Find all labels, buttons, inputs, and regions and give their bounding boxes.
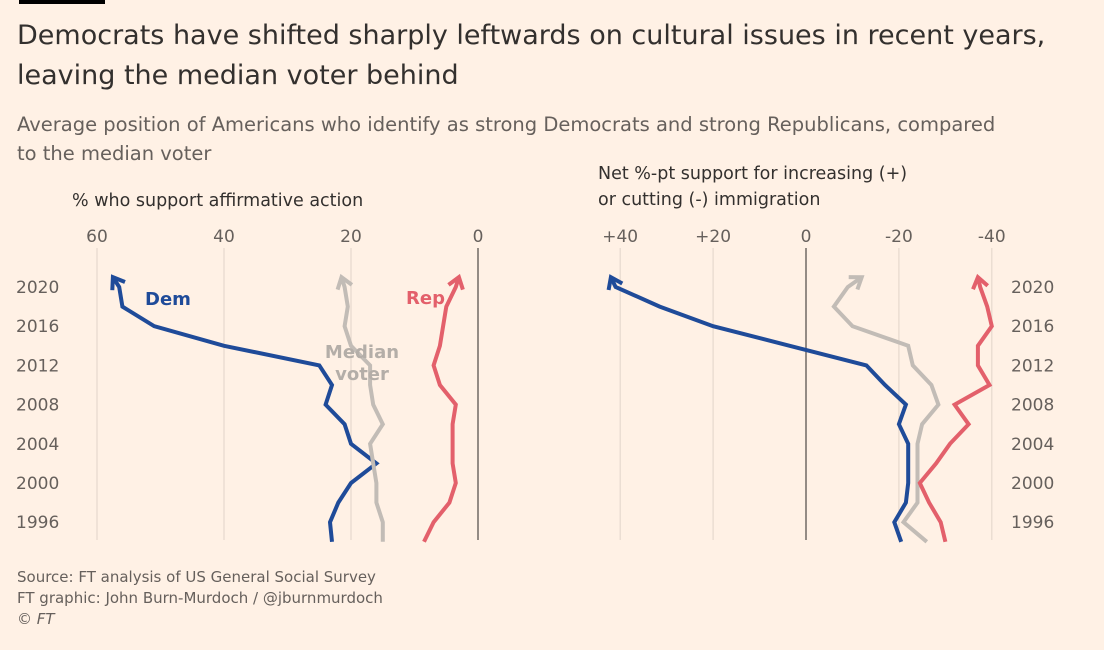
credit-line: FT graphic: John Burn-Murdoch / @jburnmu… xyxy=(17,589,383,607)
x-tick-label: 0 xyxy=(801,227,812,247)
y-tick-label: 2012 xyxy=(1011,356,1054,376)
median-voter-series-label: Median xyxy=(325,342,399,363)
y-tick-label: 2004 xyxy=(1011,435,1054,455)
x-tick-label: 20 xyxy=(340,227,362,247)
source-block: Source: FT analysis of US General Social… xyxy=(17,567,383,630)
dem-series-label: Dem xyxy=(145,289,191,310)
y-tick-label: 1996 xyxy=(1011,513,1054,533)
median-voter-line xyxy=(339,276,386,542)
x-tick-label: +40 xyxy=(602,227,638,247)
x-tick-label: 0 xyxy=(473,227,484,247)
x-tick-label: 60 xyxy=(86,227,108,247)
panel-title-line: or cutting (-) immigration xyxy=(598,190,820,210)
y-tick-label: 2012 xyxy=(16,356,59,376)
median-voter-arrowhead xyxy=(335,273,354,291)
y-tick-label: 2004 xyxy=(16,435,59,455)
source-line: Source: FT analysis of US General Social… xyxy=(17,568,376,586)
y-tick-label: 1996 xyxy=(16,513,59,533)
dem-arrowhead xyxy=(110,274,126,291)
y-tick-label: 2020 xyxy=(16,278,59,298)
y-tick-label: 2016 xyxy=(1011,317,1054,337)
rep-line xyxy=(422,276,461,543)
median-voter-arrowhead xyxy=(848,275,865,291)
x-tick-label: 40 xyxy=(213,227,235,247)
dem-line xyxy=(111,276,380,543)
chart-title: Democrats have shifted sharply leftwards… xyxy=(17,20,1046,91)
y-tick-label: 2020 xyxy=(1011,278,1054,298)
panel-title-line: Net %-pt support for increasing (+) xyxy=(598,164,907,184)
y-tick-label: 2008 xyxy=(1011,396,1054,416)
x-tick-label: -20 xyxy=(885,227,913,247)
y-tick-label: 2008 xyxy=(16,396,59,416)
panel-title-line: % who support affirmative action xyxy=(72,191,363,211)
rep-arrowhead xyxy=(971,273,990,290)
x-tick-label: -40 xyxy=(978,227,1006,247)
y-tick-label: 2000 xyxy=(1011,474,1054,494)
rep-line xyxy=(917,276,994,543)
median-voter-series-label: voter xyxy=(335,364,389,385)
y-tick-label: 2000 xyxy=(16,474,59,494)
affirmative-action-panel: 60 40 20 0 2020 2016 2012 2008 2004 2000 1996 % who… xyxy=(16,191,484,543)
median-voter-line xyxy=(831,275,941,544)
y-tick-label: 2016 xyxy=(16,317,59,337)
dem-arrowhead xyxy=(606,274,624,291)
dem-line xyxy=(609,276,911,543)
ft-top-bar xyxy=(19,0,105,4)
chart-subtitle: Average position of Americans who identi… xyxy=(17,113,996,165)
x-tick-label: +20 xyxy=(695,227,731,247)
immigration-panel: +40 +20 0 -20 -40 2020 2016 2012 2008 2004 2000 199… xyxy=(598,164,1054,544)
copyright-line: © FT xyxy=(17,610,55,628)
rep-arrowhead xyxy=(447,273,465,291)
rep-series-label: Rep xyxy=(406,288,445,309)
